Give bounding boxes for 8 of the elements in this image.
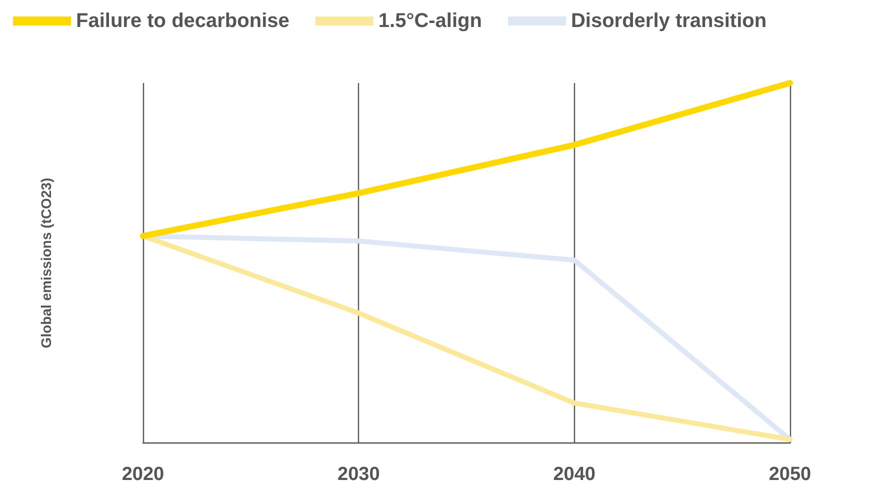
legend-label: Failure to decarbonise (76, 10, 290, 32)
x-tick-label: 2030 (338, 464, 380, 485)
x-tick-label: 2020 (122, 464, 164, 485)
x-tick-label: 2040 (553, 464, 596, 485)
y-axis-title: Global emissions (tCO23) (38, 178, 54, 348)
legend-label: 1.5°C-align (378, 10, 482, 32)
x-tick-label: 2050 (768, 464, 812, 485)
legend-label: Disorderly transition (570, 10, 767, 32)
